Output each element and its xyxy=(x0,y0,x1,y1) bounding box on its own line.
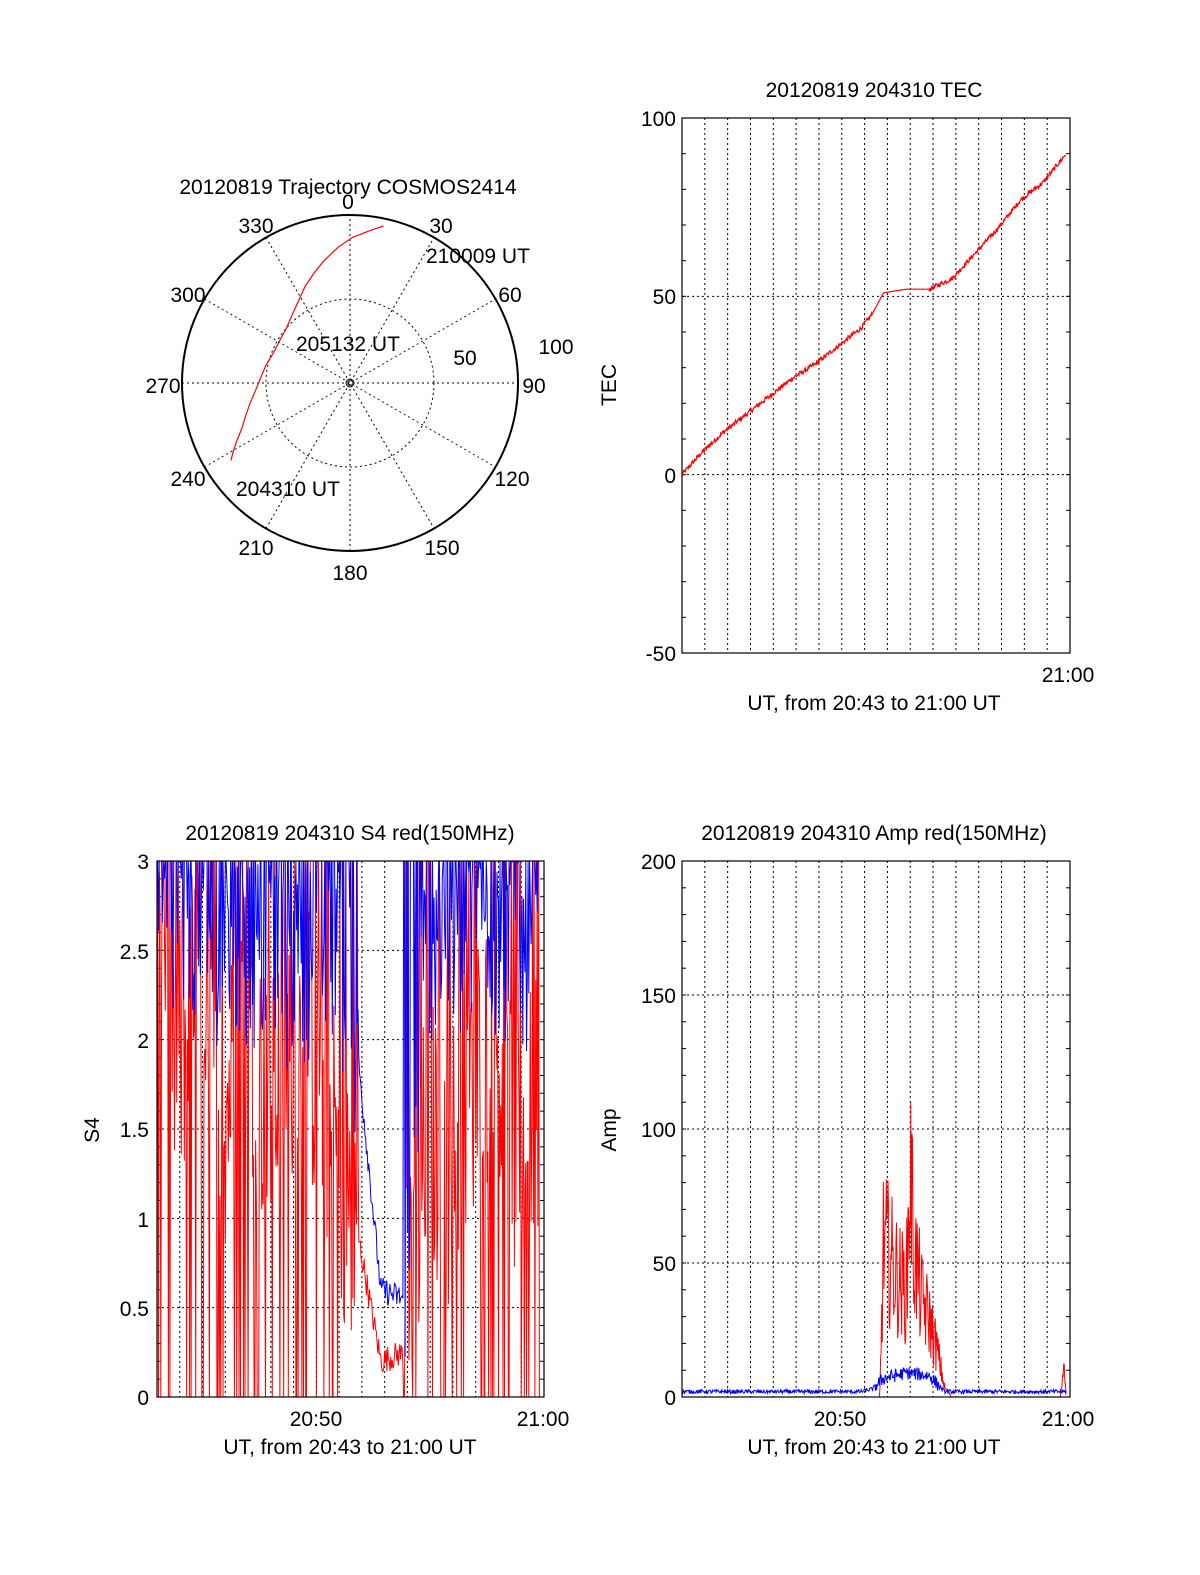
s4-ytick-0-5: 0.5 xyxy=(120,1298,149,1321)
tec-ytick-0: 0 xyxy=(664,465,676,488)
trajectory-start-label: 204310 UT xyxy=(236,478,340,501)
amp-panel: 20120819 204310 Amp red(150MHz) 200 150 … xyxy=(598,822,1094,1459)
tec-gridlines xyxy=(682,118,1070,653)
amp-ytick-100: 100 xyxy=(641,1119,676,1142)
tec-ytick-50: 50 xyxy=(653,286,676,309)
tec-panel: 20120819 204310 TEC 100 50 0 -50 21:00 U… xyxy=(598,79,1094,715)
radial-label-50: 50 xyxy=(453,347,476,370)
polar-title: 20120819 Trajectory COSMOS2414 xyxy=(179,176,517,199)
amp-ytick-50: 50 xyxy=(653,1253,676,1276)
trajectory-polar-chart: 20120819 Trajectory COSMOS2414 0 30 60 9… xyxy=(145,176,573,585)
azimuth-label-180: 180 xyxy=(332,562,367,585)
polar-spoke xyxy=(204,298,496,468)
s4-ytick-2: 2 xyxy=(137,1030,149,1053)
azimuth-label-330: 330 xyxy=(238,215,273,238)
s4-ytick-3: 3 xyxy=(137,851,149,874)
tec-ylabel: TEC xyxy=(598,364,621,406)
s4-ylabel: S4 xyxy=(81,1117,104,1143)
azimuth-label-300: 300 xyxy=(170,284,205,307)
trajectory-mid-label: 205132 UT xyxy=(296,333,400,356)
amp-xtick-2050: 20:50 xyxy=(814,1408,867,1431)
tec-xlabel: UT, from 20:43 to 21:00 UT xyxy=(747,692,1000,715)
trajectory-end-label: 210009 UT xyxy=(426,245,530,268)
amp-title: 20120819 204310 Amp red(150MHz) xyxy=(701,822,1047,845)
s4-xtick-2100: 21:00 xyxy=(517,1408,570,1431)
azimuth-label-60: 60 xyxy=(498,284,521,307)
azimuth-label-210: 210 xyxy=(238,537,273,560)
azimuth-label-240: 240 xyxy=(170,468,205,491)
tec-ytick-100: 100 xyxy=(641,108,676,131)
amp-red-series xyxy=(682,1102,1067,1398)
polar-spoke xyxy=(265,237,435,529)
amp-blue-series xyxy=(681,1367,1067,1396)
polar-center-marker xyxy=(345,378,355,388)
azimuth-label-270: 270 xyxy=(145,375,180,398)
amp-gridlines xyxy=(682,861,1070,1397)
polar-spokes xyxy=(182,215,518,551)
azimuth-label-120: 120 xyxy=(494,468,529,491)
s4-title: 20120819 204310 S4 red(150MHz) xyxy=(185,822,514,845)
tec-ytick-minus50: -50 xyxy=(646,643,676,666)
polar-spoke xyxy=(204,298,496,468)
tec-minor-ticks xyxy=(682,153,1070,618)
amp-minor-ticks xyxy=(682,887,1070,1371)
amp-ytick-0: 0 xyxy=(664,1387,676,1410)
amp-plot-frame xyxy=(681,860,1071,1398)
s4-plot-frame xyxy=(156,860,545,1398)
s4-ytick-1-5: 1.5 xyxy=(120,1119,149,1142)
amp-xtick-2100: 21:00 xyxy=(1042,1408,1095,1431)
s4-ytick-0: 0 xyxy=(137,1387,149,1410)
azimuth-label-150: 150 xyxy=(424,537,459,560)
radial-label-100: 100 xyxy=(538,336,573,359)
s4-xtick-2050: 20:50 xyxy=(290,1408,343,1431)
trajectory-track xyxy=(230,225,384,461)
s4-ytick-1: 1 xyxy=(137,1209,149,1232)
amp-xlabel: UT, from 20:43 to 21:00 UT xyxy=(747,1436,1000,1459)
amp-ytick-150: 150 xyxy=(641,985,676,1008)
s4-ytick-2-5: 2.5 xyxy=(120,941,149,964)
polar-spoke xyxy=(265,237,435,529)
azimuth-label-90: 90 xyxy=(522,375,545,398)
s4-xlabel: UT, from 20:43 to 21:00 UT xyxy=(223,1436,476,1459)
amp-ylabel: Amp xyxy=(598,1108,621,1151)
tec-title: 20120819 204310 TEC xyxy=(766,79,983,102)
azimuth-label-0: 0 xyxy=(342,191,354,214)
azimuth-label-30: 30 xyxy=(429,215,452,238)
tec-series-line xyxy=(681,154,1067,477)
tec-plot-frame xyxy=(681,117,1071,654)
amp-ytick-200: 200 xyxy=(641,851,676,874)
tec-xtick-2100: 21:00 xyxy=(1042,664,1095,687)
s4-panel: 20120819 204310 S4 red(150MHz) 3 2.5 2 1… xyxy=(81,822,569,1459)
